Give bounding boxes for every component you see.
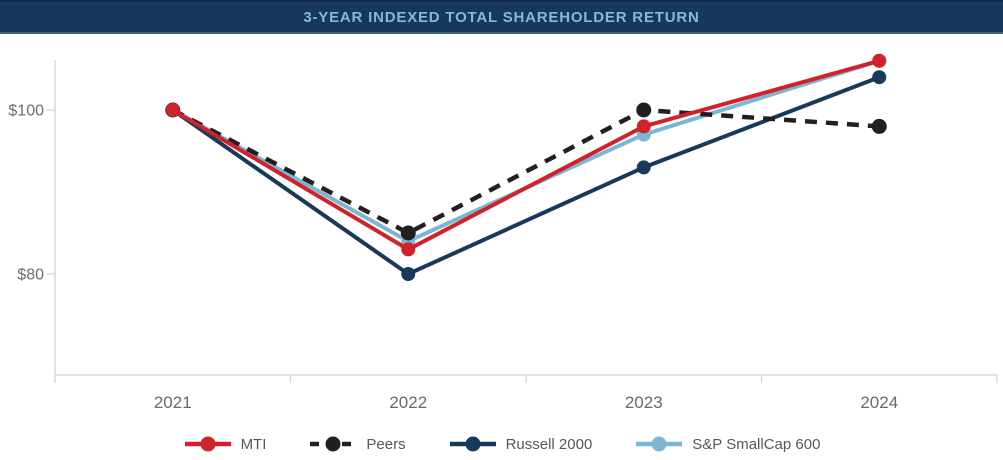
chart-canvas: $100 $80 2021 2022 2023 2024 [8,53,998,412]
data-point-russell-2000-2022 [401,267,416,281]
chart-title-bar: 3-YEAR INDEXED TOTAL SHAREHOLDER RETURN [0,0,1003,34]
series-line-peers [171,107,880,236]
y-axis-label-100: $100 [8,103,44,120]
data-point-mti-2021 [165,103,180,117]
data-point-peers-2022 [400,225,416,241]
series-line-russell-2000 [171,75,880,277]
legend-label-peers: Peers [366,435,406,453]
legend-label-russell-2000: Russell 2000 [505,435,593,453]
data-point-mti-2024 [872,53,887,68]
legend-item-mti: MTI [183,435,267,453]
legend-label-mti: MTI [240,435,267,453]
series-line-s-p-smallcap-600 [171,58,880,244]
data-point-mti-2023 [636,119,651,134]
data-point-peers-2023 [636,102,652,118]
x-axis-label-2023: 2023 [625,393,663,412]
series-russell-2000 [165,70,887,281]
data-point-mti-2022 [401,242,416,257]
legend-swatch-mti [184,436,231,452]
series-mti [165,53,887,257]
x-axis-label-2021: 2021 [154,393,192,412]
data-point-russell-2000-2023 [636,160,651,175]
axes [47,60,998,383]
legend-item-s-p-smallcap-600: S&P SmallCap 600 [634,435,820,453]
legend-item-russell-2000: Russell 2000 [448,435,593,453]
legend-swatch-s-p-smallcap-600 [636,436,683,452]
data-point-peers-2024 [871,118,887,134]
x-axis-label-2024: 2024 [860,393,898,412]
chart-title: 3-YEAR INDEXED TOTAL SHAREHOLDER RETURN [303,8,700,26]
data-point-russell-2000-2024 [872,70,887,85]
x-axis-label-2022: 2022 [389,393,427,412]
legend-swatch-russell-2000 [449,436,496,452]
legend-label-s-p-smallcap-600: S&P SmallCap 600 [692,435,821,453]
y-axis-label-80: $80 [17,267,44,284]
chart-legend: MTI Peers Russell 2000 S&P SmallCap 600 [0,432,1003,456]
legend-swatch-peers [310,436,357,452]
legend-item-peers: Peers [308,435,406,453]
series-line-mti [171,58,880,252]
